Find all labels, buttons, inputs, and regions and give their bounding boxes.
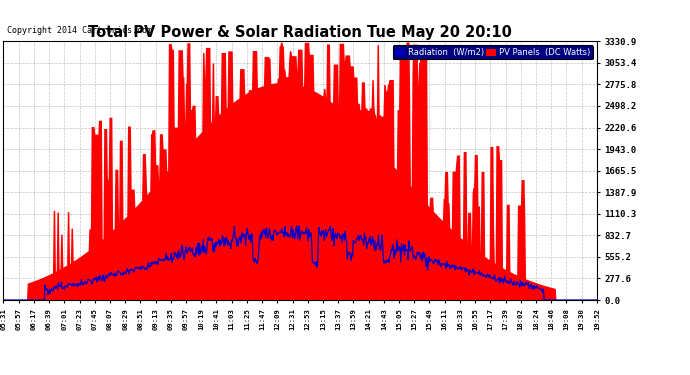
Legend: Radiation  (W/m2), PV Panels  (DC Watts): Radiation (W/m2), PV Panels (DC Watts) bbox=[393, 45, 593, 59]
Text: Copyright 2014 Cartronics.com: Copyright 2014 Cartronics.com bbox=[7, 26, 152, 35]
Title: Total PV Power & Solar Radiation Tue May 20 20:10: Total PV Power & Solar Radiation Tue May… bbox=[88, 25, 512, 40]
